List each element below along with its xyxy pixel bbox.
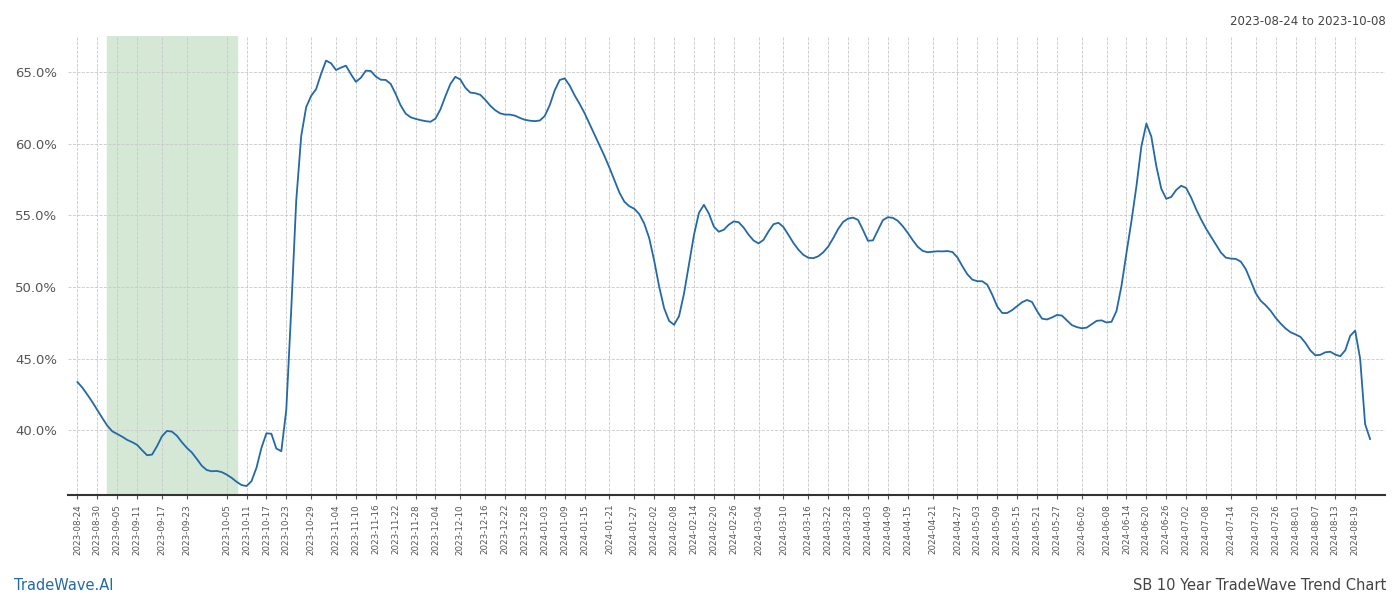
- Bar: [108, 36, 237, 495]
- Text: 2023-08-24 to 2023-10-08: 2023-08-24 to 2023-10-08: [1231, 15, 1386, 28]
- Text: SB 10 Year TradeWave Trend Chart: SB 10 Year TradeWave Trend Chart: [1133, 578, 1386, 593]
- Text: TradeWave.AI: TradeWave.AI: [14, 578, 113, 593]
